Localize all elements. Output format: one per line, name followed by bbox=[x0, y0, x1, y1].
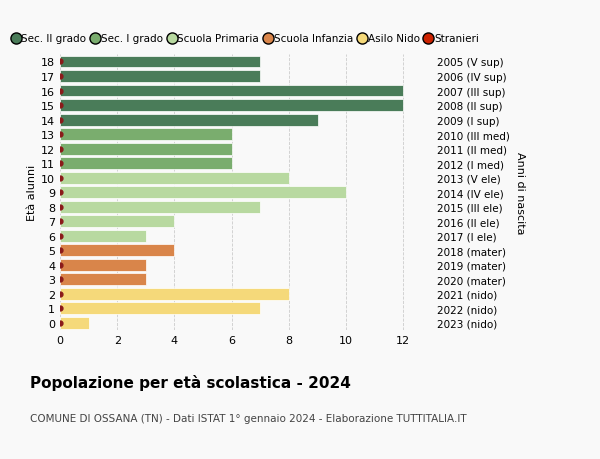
Text: COMUNE DI OSSANA (TN) - Dati ISTAT 1° gennaio 2024 - Elaborazione TUTTITALIA.IT: COMUNE DI OSSANA (TN) - Dati ISTAT 1° ge… bbox=[30, 413, 467, 423]
Text: Popolazione per età scolastica - 2024: Popolazione per età scolastica - 2024 bbox=[30, 374, 351, 390]
Bar bbox=[60, 100, 403, 112]
Bar bbox=[60, 71, 260, 83]
Bar bbox=[60, 230, 146, 242]
Bar bbox=[60, 172, 289, 184]
Bar bbox=[60, 259, 146, 271]
Bar bbox=[60, 56, 260, 68]
Y-axis label: Età alunni: Età alunni bbox=[27, 165, 37, 221]
Bar bbox=[60, 187, 346, 199]
Bar bbox=[60, 85, 403, 97]
Bar bbox=[60, 114, 317, 126]
Bar bbox=[60, 158, 232, 170]
Bar bbox=[60, 274, 146, 285]
Bar bbox=[60, 245, 175, 257]
Bar bbox=[60, 317, 89, 329]
Y-axis label: Anni di nascita: Anni di nascita bbox=[515, 151, 525, 234]
Bar bbox=[60, 129, 232, 141]
Bar bbox=[60, 143, 232, 155]
Bar bbox=[60, 202, 260, 213]
Legend: Sec. II grado, Sec. I grado, Scuola Primaria, Scuola Infanzia, Asilo Nido, Stran: Sec. II grado, Sec. I grado, Scuola Prim… bbox=[13, 34, 479, 45]
Bar bbox=[60, 288, 289, 300]
Bar bbox=[60, 216, 175, 228]
Bar bbox=[60, 303, 260, 315]
